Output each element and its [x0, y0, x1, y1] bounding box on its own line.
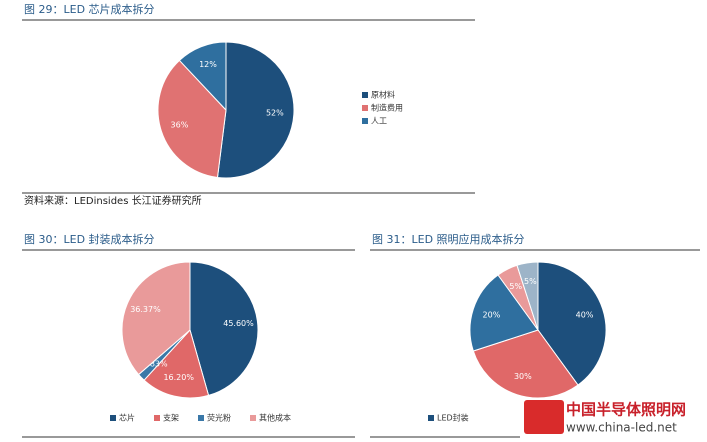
watermark: 中国半导体照明网 www.china-led.net [524, 400, 686, 435]
chart-title: 图 29：LED 芯片成本拆分 [24, 2, 155, 16]
legend-swatch [428, 415, 434, 421]
legend-swatch [110, 415, 116, 421]
watermark-name: 中国半导体照明网 [566, 401, 686, 419]
legend-label: 制造费用 [371, 103, 403, 113]
pie-slice [516, 261, 539, 331]
pie-slice [472, 329, 579, 399]
pie-slice [178, 41, 227, 112]
legend-swatch [154, 415, 160, 421]
legend-label: 荧光粉 [207, 413, 231, 423]
value-label: 16.20% [163, 373, 194, 382]
pie-slice [537, 261, 607, 386]
pie-slice [157, 59, 227, 179]
value-label: 45.60% [223, 319, 254, 328]
chart-title: 图 30：LED 封装成本拆分 [24, 232, 155, 246]
legend-label: 支架 [163, 413, 179, 423]
watermark-url: www.china-led.net [566, 421, 677, 435]
chart-title: 图 31：LED 照明应用成本拆分 [372, 232, 525, 246]
legend-label: 其他成本 [259, 413, 291, 423]
pie-slice [121, 261, 191, 376]
value-label: 20% [483, 310, 501, 319]
value-label: 5% [509, 282, 522, 291]
legend-swatch [198, 415, 204, 421]
value-label: 30% [514, 372, 532, 381]
logo [524, 400, 564, 434]
value-label: 5% [524, 277, 537, 286]
pie-slice [216, 41, 295, 179]
legend-label: LED封装 [437, 413, 469, 423]
legend-swatch [250, 415, 256, 421]
legend-swatch [362, 118, 368, 124]
value-label: 1.83% [142, 360, 168, 369]
source: 资料来源：LEDinsides 长江证券研究所 [24, 194, 202, 207]
value-label: 36% [171, 121, 189, 130]
pie-slice [469, 274, 539, 352]
legend-label: 芯片 [119, 413, 135, 423]
value-label: 40% [576, 310, 594, 319]
legend-label: 人工 [371, 117, 387, 126]
value-label: 12% [199, 60, 217, 69]
legend-label: 原材料 [371, 90, 395, 100]
pie-slice [189, 261, 259, 397]
legend-swatch [362, 92, 368, 98]
value-label: 36.37% [130, 305, 161, 314]
pie-slice [143, 329, 210, 399]
legend-swatch [362, 105, 368, 111]
value-label: 52% [266, 109, 284, 118]
